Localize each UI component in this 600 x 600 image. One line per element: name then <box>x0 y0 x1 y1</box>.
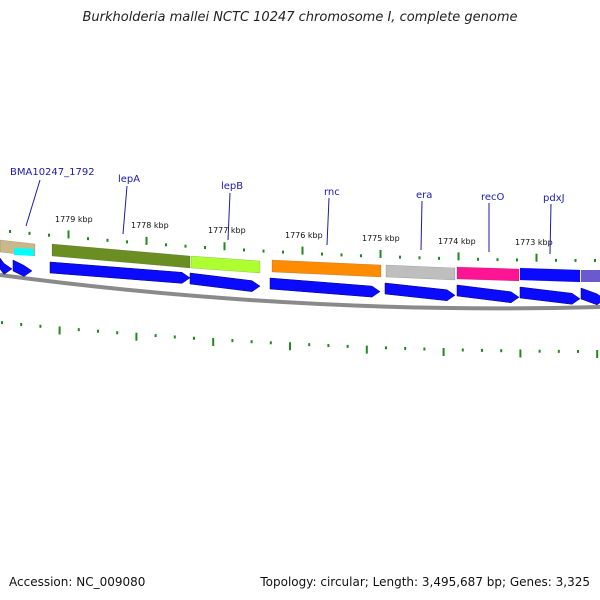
cds-arrow <box>269 277 381 298</box>
gene-leader-line <box>227 192 231 241</box>
gene-feature <box>385 264 456 281</box>
scale-label: 1775 kbp <box>362 234 400 243</box>
gene-label: era <box>416 190 432 201</box>
inner-tick-marks <box>1 321 599 358</box>
outer-tick-marks <box>9 229 596 262</box>
scale-labels: 1779 kbp 1778 kbp 1777 kbp 1776 kbp 1775 kbp… <box>55 215 553 247</box>
scale-label: 1778 kbp <box>131 221 169 230</box>
topology-text: Topology: circular; Length: 3,495,687 bp… <box>260 575 590 589</box>
cds-arrow <box>580 287 600 306</box>
gene-label: rnc <box>324 187 340 198</box>
gene-labels: BMA10247_1792 lepA lepB rnc era recO pdxJ <box>10 167 565 255</box>
gene-leader-line <box>549 203 552 255</box>
cds-arrow <box>0 257 13 275</box>
gene-feature <box>14 248 34 256</box>
gene-feature <box>271 259 382 278</box>
cds-arrow <box>189 272 261 292</box>
gene-label: pdxJ <box>543 193 565 204</box>
page-title: Burkholderia mallei NCTC 10247 chromosom… <box>82 10 518 25</box>
gene-features <box>0 239 600 283</box>
gene-leader-line <box>326 197 330 246</box>
cds-arrow <box>456 284 520 304</box>
cds-arrow <box>384 282 456 302</box>
cds-arrow <box>519 286 581 305</box>
gene-label: BMA10247_1792 <box>10 167 95 178</box>
cds-arrow <box>12 259 33 277</box>
gene-leader-line <box>25 179 41 227</box>
gene-leader-line <box>420 200 423 251</box>
accession-text: Accession: NC_009080 <box>9 575 146 589</box>
gene-feature <box>581 270 600 282</box>
cds-arrow <box>49 261 191 284</box>
gene-feature <box>456 266 520 282</box>
gene-leader-line <box>122 185 128 235</box>
scale-label: 1777 kbp <box>208 226 246 235</box>
gene-label: recO <box>481 192 505 203</box>
gene-label: lepB <box>221 181 243 192</box>
gene-label: lepA <box>118 174 140 185</box>
gene-feature <box>190 255 261 274</box>
scale-label: 1774 kbp <box>438 237 476 246</box>
cds-arrows <box>0 257 600 306</box>
gene-feature <box>51 243 191 269</box>
gene-feature <box>519 267 581 283</box>
genome-backbone <box>0 273 600 311</box>
scale-label: 1779 kbp <box>55 215 93 224</box>
scale-label: 1773 kbp <box>515 238 553 247</box>
scale-label: 1776 kbp <box>285 231 323 240</box>
